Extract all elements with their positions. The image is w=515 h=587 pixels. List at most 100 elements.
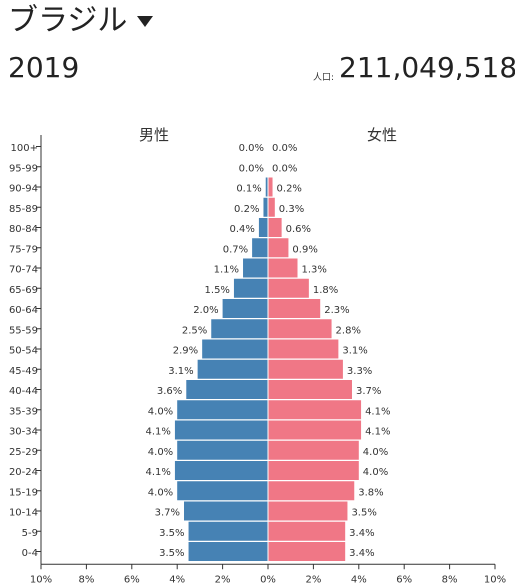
female-value-label: 3.4%	[349, 528, 374, 539]
female-bar	[268, 238, 289, 258]
x-tick-label: 10%	[484, 574, 506, 585]
male-bar	[174, 461, 268, 480]
female-bar	[268, 299, 321, 318]
x-tick-label: 0%	[260, 574, 276, 585]
male-value-label: 3.6%	[157, 386, 182, 397]
age-group-label: 50-54	[9, 346, 38, 357]
age-group-label: 5-9	[22, 528, 38, 539]
age-group-label: 90-94	[9, 184, 38, 195]
male-value-label: 1.1%	[214, 265, 239, 276]
male-value-label: 0.4%	[230, 224, 255, 235]
country-name: ブラジル	[8, 3, 128, 38]
age-group-label: 60-64	[9, 305, 38, 316]
female-bar	[268, 380, 352, 399]
x-tick-label: 8%	[442, 574, 458, 585]
population-pyramid-chart: 0.0% 0.0% 100+ 0.0% 0.0% 95-99 0.1% 0.2% 90-94 0.…	[9, 126, 506, 585]
male-value-label: 4.0%	[148, 406, 173, 417]
age-group-label: 100+	[11, 143, 38, 154]
x-tick-label: 6%	[396, 574, 412, 585]
female-bar	[268, 461, 359, 480]
female-bar	[268, 400, 362, 420]
male-value-label: 2.0%	[193, 305, 218, 316]
male-bar	[258, 218, 268, 237]
female-value-label: 3.5%	[351, 508, 376, 519]
female-series-label: 女性	[367, 126, 397, 144]
age-group-label: 80-84	[9, 224, 38, 235]
female-value-label: 3.7%	[356, 386, 381, 397]
age-group-label: 10-14	[9, 508, 38, 519]
male-series-label: 男性	[139, 126, 169, 144]
female-bar	[268, 177, 273, 197]
female-value-label: 3.1%	[342, 346, 367, 357]
age-group-label: 20-24	[9, 467, 38, 478]
male-value-label: 4.0%	[148, 487, 173, 498]
x-tick-label: 4%	[169, 574, 185, 585]
male-value-label: 3.5%	[159, 528, 184, 539]
male-bar	[202, 339, 268, 359]
male-value-label: 3.7%	[155, 508, 180, 519]
female-value-label: 4.1%	[365, 427, 390, 438]
female-value-label: 3.4%	[349, 548, 374, 559]
population-label: 人口:	[313, 73, 335, 83]
male-value-label: 0.7%	[223, 244, 248, 255]
female-bar	[268, 339, 339, 359]
female-bar	[268, 258, 298, 278]
female-value-label: 4.1%	[365, 406, 390, 417]
female-bar	[268, 521, 346, 541]
female-value-label: 1.8%	[313, 285, 338, 296]
female-bar	[268, 197, 275, 217]
female-value-label: 4.0%	[363, 467, 388, 478]
age-group-label: 55-59	[9, 325, 38, 336]
female-value-label: 3.8%	[358, 487, 383, 498]
male-value-label: 3.1%	[168, 366, 193, 377]
male-value-label: 0.2%	[234, 204, 259, 215]
age-group-label: 35-39	[9, 406, 38, 417]
male-bar	[233, 278, 268, 298]
male-value-label: 3.5%	[159, 548, 184, 559]
male-value-label: 4.1%	[146, 427, 171, 438]
female-value-label: 0.6%	[286, 224, 311, 235]
female-bar	[268, 542, 346, 561]
male-bar	[252, 238, 268, 258]
dropdown-caret-icon[interactable]	[137, 16, 154, 27]
male-bar	[177, 440, 268, 460]
x-tick-label: 4%	[351, 574, 367, 585]
female-bar	[268, 501, 348, 521]
female-value-label: 2.3%	[324, 305, 349, 316]
female-value-label: 2.8%	[336, 325, 361, 336]
male-bar	[263, 197, 268, 217]
male-value-label: 1.5%	[205, 285, 230, 296]
population-value: 211,049,518	[339, 51, 515, 84]
male-bar	[188, 521, 268, 541]
female-value-label: 0.3%	[279, 204, 304, 215]
female-bar	[268, 278, 309, 298]
female-value-label: 0.0%	[272, 143, 297, 154]
age-group-label: 45-49	[9, 366, 38, 377]
x-tick-label: 2%	[215, 574, 231, 585]
female-value-label: 0.9%	[292, 244, 317, 255]
male-value-label: 0.1%	[236, 184, 261, 195]
x-tick-label: 2%	[305, 574, 321, 585]
female-value-label: 0.0%	[272, 163, 297, 174]
male-bar	[243, 258, 268, 278]
year-label: 2019	[8, 51, 80, 84]
female-value-label: 1.3%	[302, 265, 327, 276]
male-bar	[174, 420, 268, 440]
female-bar	[268, 359, 343, 379]
male-bar	[222, 299, 268, 318]
female-value-label: 4.0%	[363, 447, 388, 458]
male-value-label: 0.0%	[239, 163, 264, 174]
male-bar	[211, 319, 268, 339]
age-group-label: 30-34	[9, 427, 38, 438]
x-tick-label: 6%	[124, 574, 140, 585]
x-tick-label: 8%	[78, 574, 94, 585]
country-selector[interactable]: ブラジル	[8, 2, 154, 40]
male-bar	[197, 359, 268, 379]
male-value-label: 2.5%	[182, 325, 207, 336]
female-bar	[268, 481, 355, 501]
male-bar	[265, 177, 268, 197]
age-group-label: 70-74	[9, 265, 38, 276]
male-value-label: 4.0%	[148, 447, 173, 458]
age-group-label: 40-44	[9, 386, 38, 397]
age-group-label: 65-69	[9, 285, 38, 296]
